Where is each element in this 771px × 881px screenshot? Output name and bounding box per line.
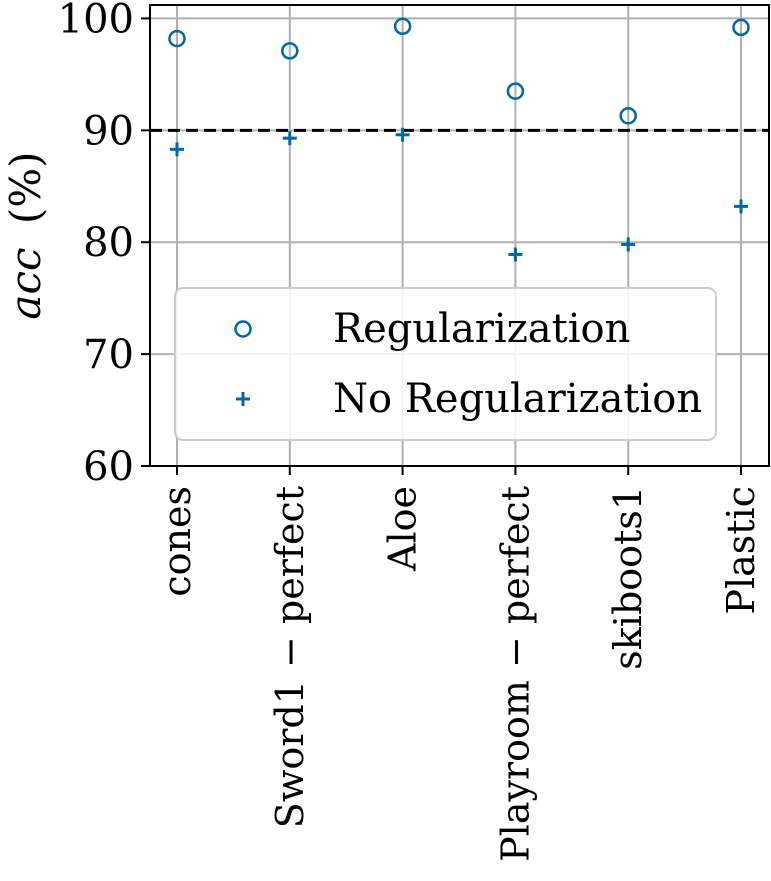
legend-marker bbox=[236, 392, 250, 406]
regularization-point bbox=[168, 29, 186, 48]
regularization-point bbox=[281, 42, 299, 60]
y-tick-label: 100 bbox=[58, 0, 134, 42]
y-tick-label: 70 bbox=[83, 332, 134, 378]
x-tick-label: Playroom − perfect bbox=[493, 486, 537, 862]
x-tick-label: Plastic bbox=[719, 486, 763, 615]
legend-box bbox=[174, 287, 717, 441]
regularization-point bbox=[393, 17, 412, 36]
y-tick-label: 60 bbox=[83, 444, 134, 490]
axes: 60 70 80 90 100 cones Sword1 − perfect Aloe Play… bbox=[58, 0, 763, 862]
no-regularization-point bbox=[508, 247, 523, 262]
regularization-point bbox=[732, 18, 750, 37]
legend-label: Regularization bbox=[333, 306, 630, 352]
x-tick-label: skiboots1 bbox=[606, 486, 650, 670]
x-tick-label: Aloe bbox=[381, 486, 425, 572]
plot-frame bbox=[149, 4, 770, 467]
no-regularization-point bbox=[734, 199, 748, 214]
no-regularization-point bbox=[621, 237, 636, 252]
no-regularization-point bbox=[282, 131, 297, 146]
data-marks bbox=[168, 17, 750, 262]
x-tick-label: cones bbox=[155, 486, 199, 597]
y-tick-label: 80 bbox=[83, 220, 134, 266]
legend-label: No Regularization bbox=[333, 376, 702, 422]
x-tick-label: Sword1 − perfect bbox=[268, 486, 312, 828]
y-axis-label: acc (%) bbox=[1, 151, 50, 319]
no-regularization-point bbox=[395, 127, 410, 142]
regularization-point bbox=[506, 82, 525, 100]
y-tick-label: 90 bbox=[83, 108, 134, 154]
y-axis-label-italic: acc bbox=[1, 247, 50, 319]
legend-marker bbox=[234, 320, 252, 338]
y-axis-label-unit: (%) bbox=[1, 151, 50, 224]
legend: Regularization No Regularization bbox=[174, 287, 717, 441]
no-regularization-point bbox=[170, 142, 184, 157]
regularization-point bbox=[619, 107, 637, 125]
